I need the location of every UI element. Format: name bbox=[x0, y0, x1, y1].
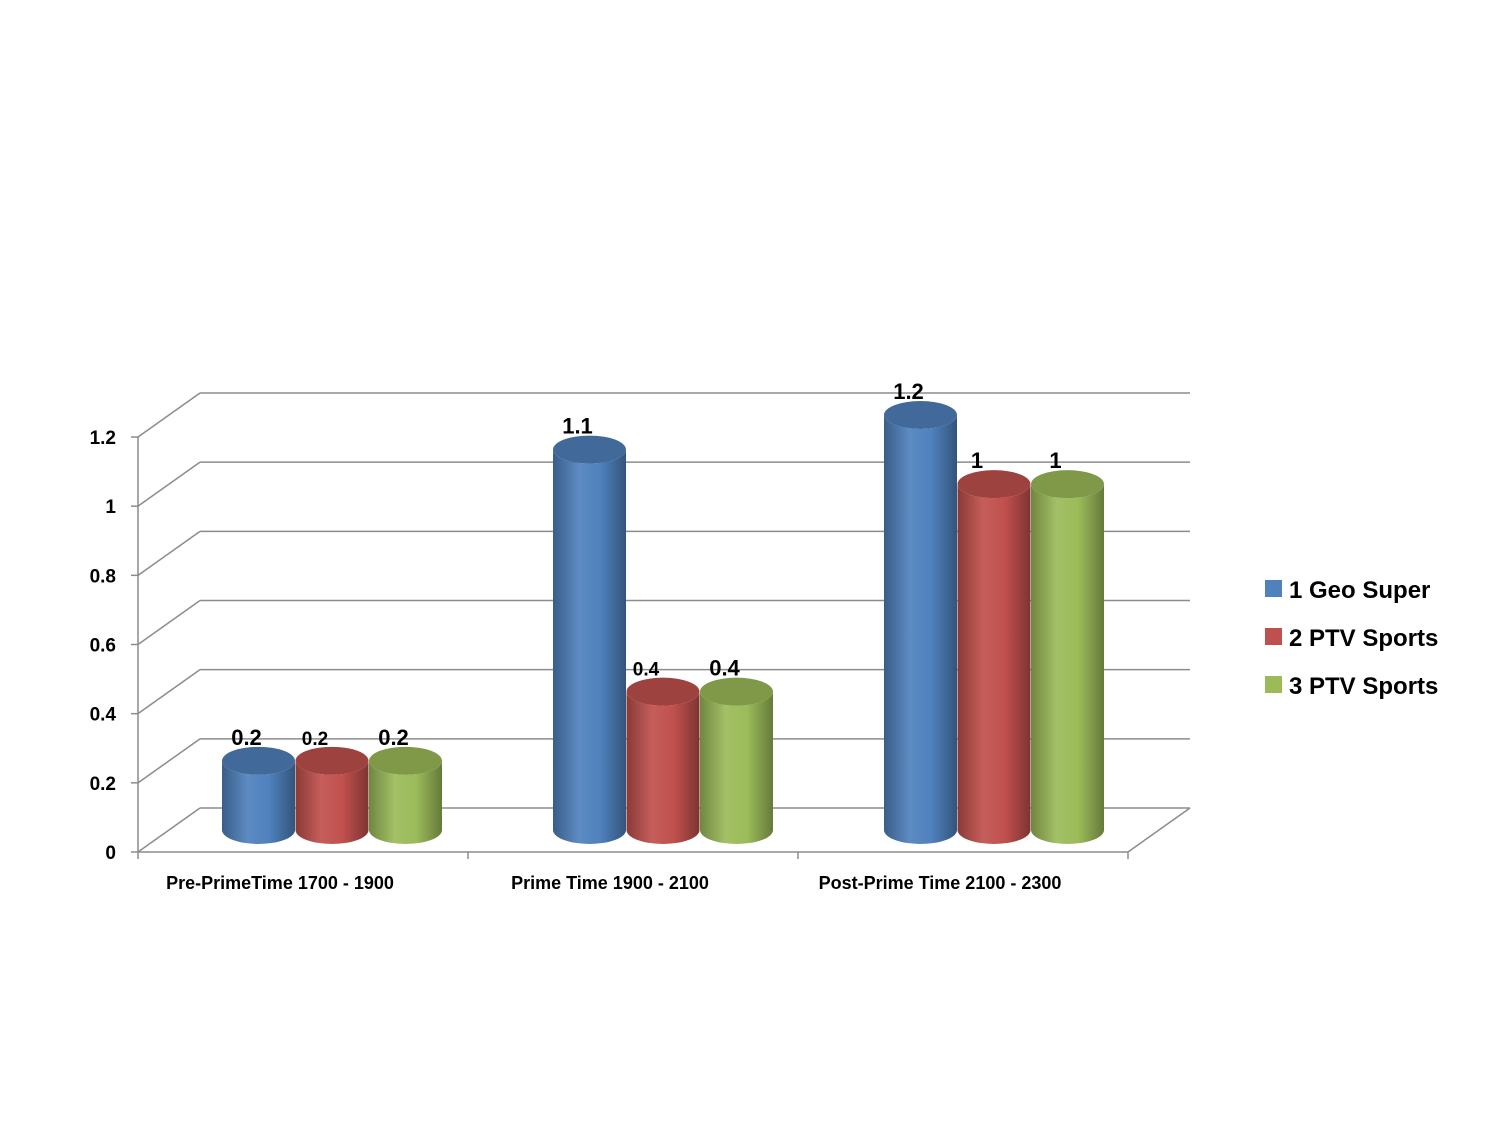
bars bbox=[222, 401, 1104, 845]
y-tick-label: 0.2 bbox=[90, 774, 116, 795]
y-tick-label: 0 bbox=[105, 843, 116, 864]
y-tick-label: 0.6 bbox=[90, 636, 116, 657]
bar-1-2 bbox=[553, 435, 626, 845]
data-label: 0.4 bbox=[633, 660, 660, 681]
legend-item-2: 2 PTV Sports bbox=[1265, 625, 1438, 652]
floor-edge bbox=[1127, 807, 1191, 853]
data-label: 1.1 bbox=[562, 414, 593, 439]
x-tick-label: Post-Prime Time 2100 - 2300 bbox=[819, 873, 1062, 893]
bar-2-2 bbox=[626, 677, 700, 845]
y-tick-label: 0.4 bbox=[90, 705, 117, 726]
legend: 1 Geo Super 2 PTV Sports 3 PTV Sports bbox=[1265, 577, 1438, 700]
legend-swatch bbox=[1265, 628, 1282, 645]
bar-top bbox=[957, 470, 1031, 499]
legend-swatch bbox=[1265, 676, 1282, 693]
y-tick-label: 0.8 bbox=[90, 566, 116, 587]
data-label: 1.2 bbox=[893, 379, 924, 404]
data-label: 1 bbox=[1049, 448, 1061, 473]
bar-top bbox=[295, 746, 369, 775]
bar-top bbox=[1031, 470, 1104, 499]
y-tick-label: 1 bbox=[105, 497, 116, 518]
bar-3-3 bbox=[1031, 470, 1104, 845]
data-label: 0.2 bbox=[378, 725, 409, 750]
y-tick-label: 1.2 bbox=[90, 428, 116, 449]
bar-top bbox=[222, 746, 295, 775]
gridline-1 bbox=[137, 461, 1190, 507]
data-labels: 0.2 0.2 0.2 1.1 0.4 0.4 1.2 1 1 bbox=[231, 379, 1061, 750]
bar-top bbox=[553, 435, 626, 464]
bar-1-3 bbox=[884, 401, 957, 845]
data-label: 0.2 bbox=[302, 729, 328, 750]
legend-label: 1 Geo Super bbox=[1289, 577, 1430, 604]
bar-1-1 bbox=[222, 746, 295, 844]
bar-top bbox=[626, 677, 700, 706]
axes: 0 0.2 0.4 0.6 0.8 1 1.2 Pre-PrimeTime 1700 - 19… bbox=[90, 428, 1129, 893]
legend-item-3: 3 PTV Sports bbox=[1265, 673, 1438, 700]
bar-top bbox=[369, 746, 442, 775]
bar-3-2 bbox=[700, 677, 773, 845]
bar-2-3 bbox=[957, 470, 1031, 845]
legend-label: 3 PTV Sports bbox=[1289, 673, 1438, 700]
legend-item-1: 1 Geo Super bbox=[1265, 577, 1430, 604]
bar-2-1 bbox=[295, 746, 369, 845]
gridline-1.2 bbox=[137, 392, 1190, 438]
legend-swatch bbox=[1265, 580, 1282, 597]
x-tick-label: Prime Time 1900 - 2100 bbox=[511, 873, 709, 893]
data-label: 0.4 bbox=[709, 656, 740, 681]
bar-top bbox=[700, 677, 773, 706]
bar-top bbox=[884, 401, 957, 429]
bar-3-1 bbox=[369, 746, 442, 845]
legend-label: 2 PTV Sports bbox=[1289, 625, 1438, 652]
data-label: 1 bbox=[971, 448, 983, 473]
x-tick-label: Pre-PrimeTime 1700 - 1900 bbox=[166, 873, 394, 893]
data-label: 0.2 bbox=[231, 725, 262, 750]
